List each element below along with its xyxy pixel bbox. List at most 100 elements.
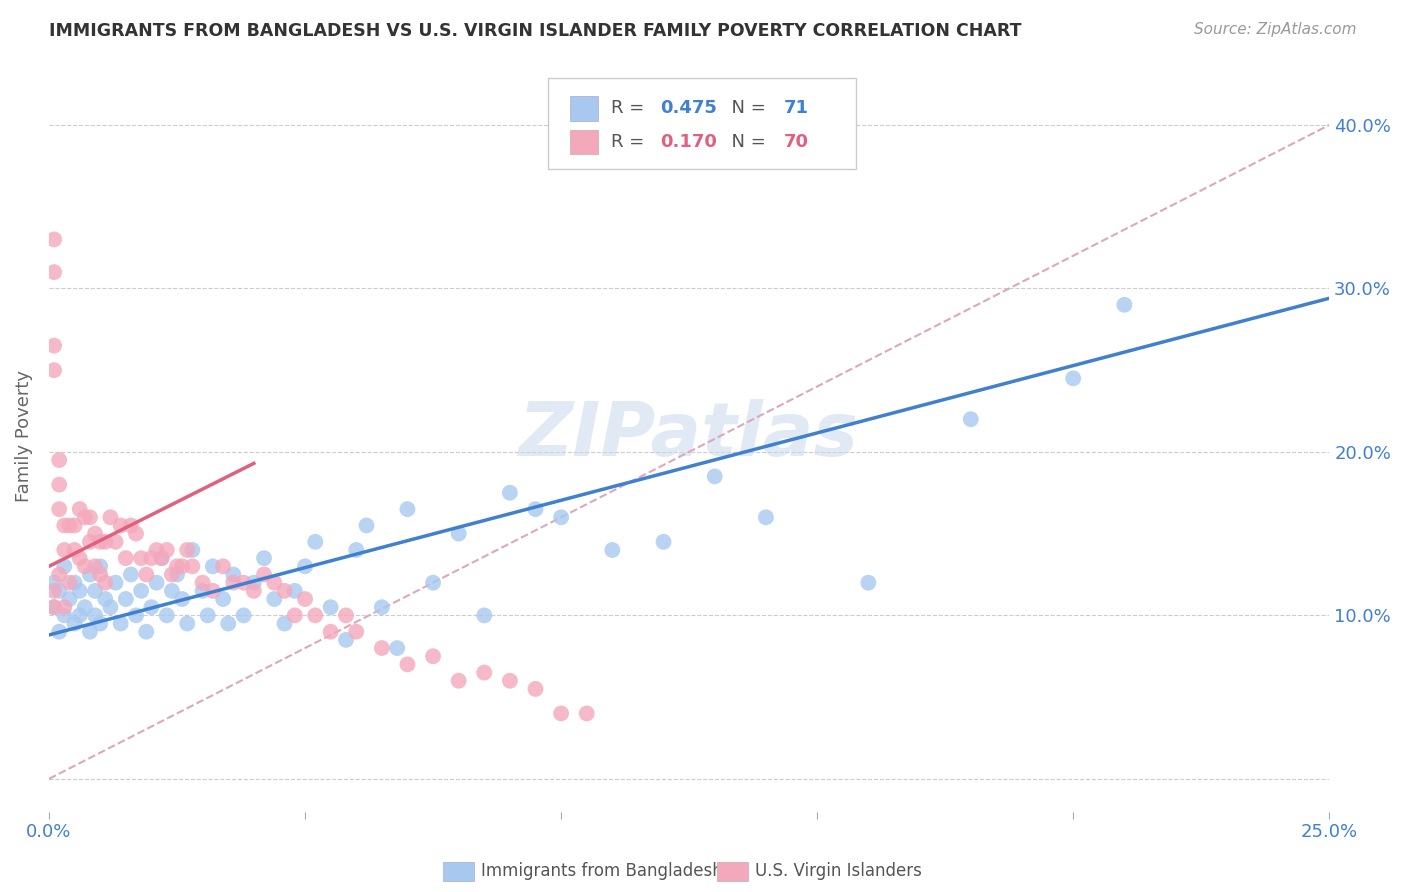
Point — [232, 608, 254, 623]
Point — [53, 543, 76, 558]
Point — [120, 518, 142, 533]
Point — [422, 575, 444, 590]
Point — [104, 534, 127, 549]
Point — [447, 673, 470, 688]
Point — [110, 518, 132, 533]
Point — [79, 510, 101, 524]
Point — [129, 583, 152, 598]
Point — [550, 510, 572, 524]
Point — [335, 632, 357, 647]
Point — [232, 575, 254, 590]
Point — [166, 567, 188, 582]
Point — [141, 600, 163, 615]
Point — [344, 624, 367, 639]
Text: IMMIGRANTS FROM BANGLADESH VS U.S. VIRGIN ISLANDER FAMILY POVERTY CORRELATION CH: IMMIGRANTS FROM BANGLADESH VS U.S. VIRGI… — [49, 22, 1022, 40]
Point — [42, 583, 65, 598]
Point — [125, 608, 148, 623]
Point — [959, 412, 981, 426]
Point — [319, 624, 342, 639]
Point — [89, 559, 111, 574]
Point — [150, 551, 173, 566]
Text: ZIPatlas: ZIPatlas — [519, 399, 859, 472]
Point — [335, 608, 357, 623]
Point — [129, 551, 152, 566]
Point — [371, 600, 394, 615]
Point — [114, 592, 136, 607]
Point — [63, 575, 86, 590]
Point — [42, 363, 65, 377]
Point — [304, 534, 326, 549]
Point — [53, 600, 76, 615]
Point — [69, 551, 91, 566]
Point — [253, 551, 276, 566]
Point — [284, 608, 307, 623]
Text: R =: R = — [612, 100, 650, 118]
Point — [575, 706, 598, 721]
Point — [42, 232, 65, 246]
Point — [150, 551, 173, 566]
Point — [53, 518, 76, 533]
Point — [550, 706, 572, 721]
Point — [222, 567, 245, 582]
Point — [181, 543, 204, 558]
Point — [319, 600, 342, 615]
Point — [217, 616, 239, 631]
Point — [263, 575, 285, 590]
Point — [294, 592, 316, 607]
Point — [273, 616, 295, 631]
Point — [304, 608, 326, 623]
Point — [499, 485, 522, 500]
Point — [243, 583, 266, 598]
Point — [42, 339, 65, 353]
Point — [212, 559, 235, 574]
Point — [524, 681, 547, 696]
Text: 71: 71 — [785, 100, 808, 118]
Point — [243, 575, 266, 590]
Point — [89, 616, 111, 631]
Point — [120, 567, 142, 582]
Point — [201, 559, 224, 574]
Point — [1062, 371, 1084, 385]
Point — [63, 518, 86, 533]
Point — [100, 510, 122, 524]
Point — [181, 559, 204, 574]
Point — [191, 575, 214, 590]
Text: U.S. Virgin Islanders: U.S. Virgin Islanders — [755, 863, 922, 880]
Point — [48, 453, 70, 467]
Point — [94, 534, 117, 549]
Point — [114, 551, 136, 566]
Point — [253, 567, 276, 582]
Y-axis label: Family Poverty: Family Poverty — [15, 369, 32, 501]
Point — [42, 265, 65, 279]
Point — [94, 575, 117, 590]
Point — [94, 592, 117, 607]
Point — [422, 649, 444, 664]
Point — [447, 526, 470, 541]
Point — [197, 608, 219, 623]
Point — [104, 575, 127, 590]
Point — [141, 551, 163, 566]
Point — [160, 583, 183, 598]
Point — [201, 583, 224, 598]
Point — [48, 502, 70, 516]
Point — [284, 583, 307, 598]
Bar — [569, 130, 598, 154]
Point — [156, 543, 179, 558]
Point — [172, 559, 194, 574]
Point — [63, 616, 86, 631]
Text: N =: N = — [720, 100, 772, 118]
Text: 0.475: 0.475 — [659, 100, 717, 118]
Point — [89, 534, 111, 549]
Point — [499, 673, 522, 688]
Point — [524, 502, 547, 516]
Point — [48, 583, 70, 598]
Point — [110, 616, 132, 631]
Point — [58, 575, 80, 590]
Point — [191, 583, 214, 598]
Point — [396, 657, 419, 672]
Point — [176, 543, 198, 558]
Point — [273, 583, 295, 598]
Point — [53, 559, 76, 574]
Point — [652, 534, 675, 549]
Point — [1114, 298, 1136, 312]
